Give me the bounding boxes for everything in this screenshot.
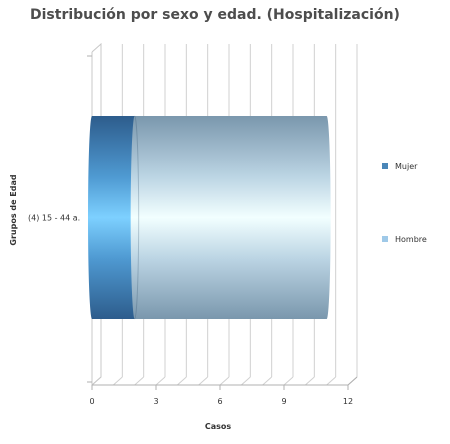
floor-gridline xyxy=(113,376,123,386)
category-label: (4) 15 - 44 a. xyxy=(28,214,80,223)
x-tick-labels: 0 3 6 9 12 xyxy=(89,385,353,406)
floor-gridline xyxy=(219,376,230,386)
bar-mujer[interactable] xyxy=(88,116,139,319)
legend-label: Mujer xyxy=(395,162,418,171)
bar-hombre[interactable] xyxy=(130,115,331,320)
floor-gridline xyxy=(283,376,294,386)
x-tick-label: 9 xyxy=(281,397,286,406)
category-labels: (4) 15 - 44 a. xyxy=(28,214,80,223)
legend: Mujer Hombre xyxy=(382,162,427,244)
floor-gridline xyxy=(198,376,208,386)
legend-item-hombre[interactable]: Hombre xyxy=(382,235,427,244)
legend-label: Hombre xyxy=(395,235,427,244)
x-axis-label: Casos xyxy=(205,422,232,431)
floor-gridline xyxy=(134,376,144,386)
legend-swatch xyxy=(382,163,388,169)
floor-gridline xyxy=(262,376,272,386)
legend-swatch xyxy=(382,236,388,242)
floor-gridline xyxy=(155,376,166,386)
floor-gridline xyxy=(305,376,315,386)
floor-gridline xyxy=(241,376,251,386)
bars xyxy=(88,115,331,320)
x-tick-label: 12 xyxy=(343,397,353,406)
y-axis-label: Grupos de Edad xyxy=(9,174,18,246)
chart-title: Distribución por sexo y edad. (Hospitali… xyxy=(30,7,400,23)
floor-gridline xyxy=(177,376,187,386)
x-tick-label: 6 xyxy=(217,397,222,406)
legend-item-mujer[interactable]: Mujer xyxy=(382,162,418,171)
x-tick-label: 3 xyxy=(153,397,158,406)
floor-gridline xyxy=(326,376,336,386)
x-tick-label: 0 xyxy=(89,397,94,406)
